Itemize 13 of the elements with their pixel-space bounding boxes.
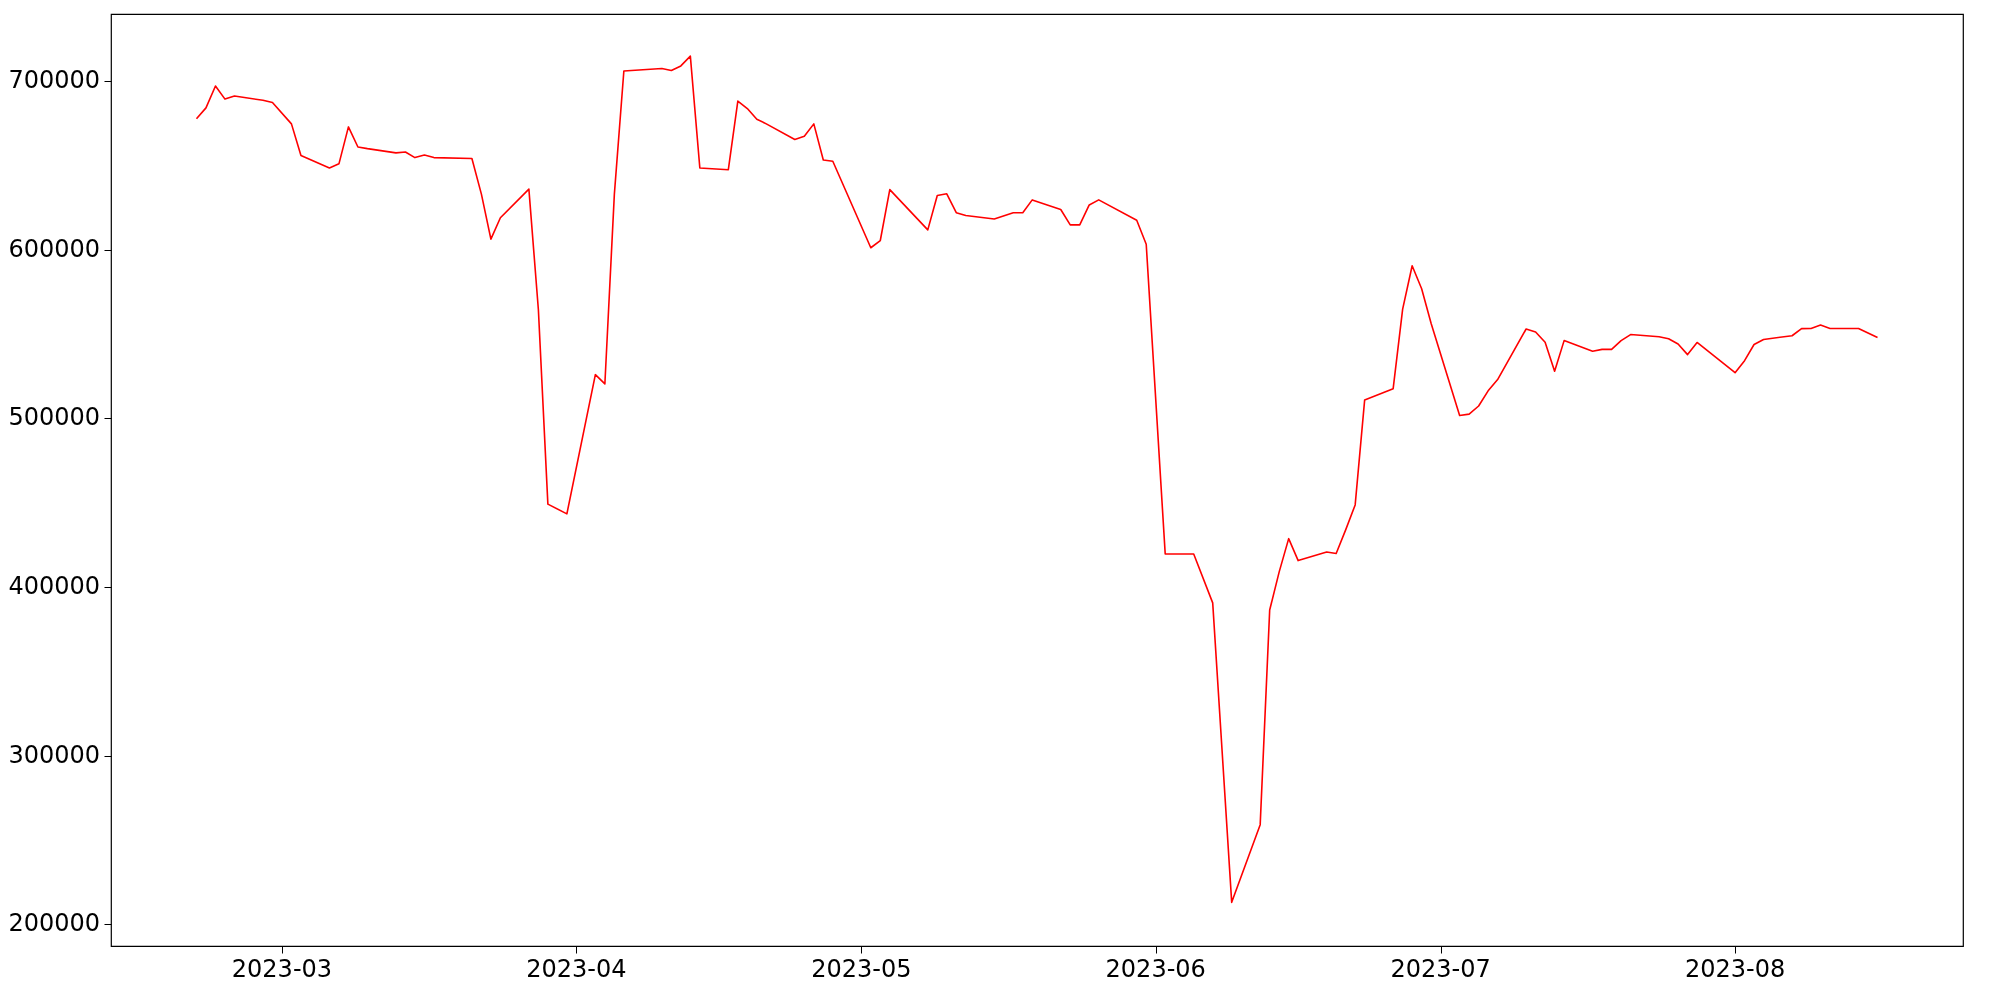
y-tick-label: 400000 (8, 572, 100, 601)
line-series (195, 55, 1879, 904)
y-tick-label: 600000 (8, 234, 100, 263)
x-tick-label: 2023-04 (526, 955, 627, 983)
x-tick-label: 2023-06 (1105, 955, 1206, 983)
x-tick-label: 2023-07 (1390, 955, 1491, 983)
y-tick-label: 700000 (8, 66, 100, 95)
x-tick-label: 2023-08 (1684, 955, 1786, 983)
y-tick-label: 500000 (8, 403, 100, 432)
y-tick-label: 300000 (8, 740, 100, 769)
y-tick-label: 200000 (8, 909, 100, 938)
x-tick-label: 2023-05 (811, 955, 912, 983)
x-tick-label: 2023-03 (231, 955, 333, 983)
